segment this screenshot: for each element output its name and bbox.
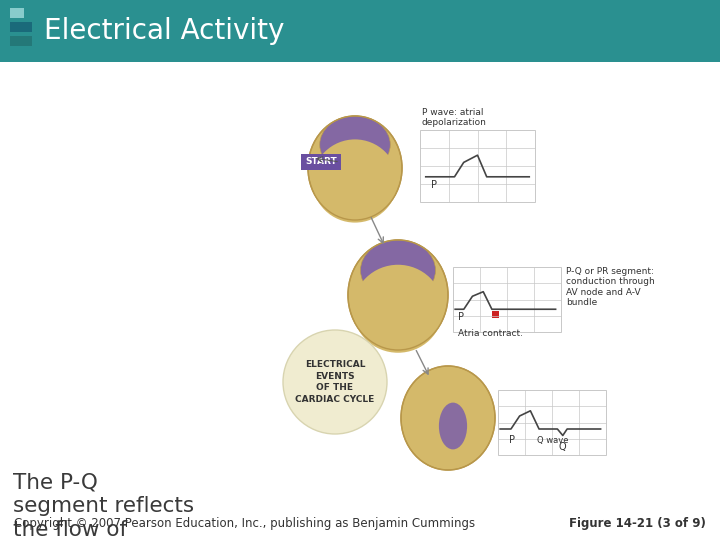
Ellipse shape xyxy=(348,240,448,350)
Ellipse shape xyxy=(320,116,390,173)
Text: P: P xyxy=(431,180,438,190)
Bar xyxy=(492,311,500,318)
Text: The P-Q
segment reflects
the flow of
current along the
interventricular
septum v: The P-Q segment reflects the flow of cur… xyxy=(13,472,199,540)
Bar xyxy=(10,22,32,32)
Text: START: START xyxy=(305,158,337,166)
Text: P-Q or PR segment:
conduction through
AV node and A-V
bundle: P-Q or PR segment: conduction through AV… xyxy=(566,267,654,307)
Text: Q wave: Q wave xyxy=(537,436,568,446)
Text: Copyright © 2007 Pearson Education, Inc., publishing as Benjamin Cummings: Copyright © 2007 Pearson Education, Inc.… xyxy=(14,517,475,530)
Circle shape xyxy=(283,330,387,434)
Text: ELECTRICAL
EVENTS
OF THE
CARDIAC CYCLE: ELECTRICAL EVENTS OF THE CARDIAC CYCLE xyxy=(295,360,374,404)
Ellipse shape xyxy=(353,265,443,353)
Ellipse shape xyxy=(312,139,397,222)
Bar xyxy=(498,390,606,455)
Text: Figure 14-21 (3 of 9): Figure 14-21 (3 of 9) xyxy=(569,517,706,530)
Text: P: P xyxy=(459,312,464,322)
Ellipse shape xyxy=(439,403,467,449)
Bar xyxy=(453,267,561,332)
FancyBboxPatch shape xyxy=(301,154,341,170)
Bar xyxy=(10,36,32,46)
Text: Atria contract.: Atria contract. xyxy=(458,329,523,338)
Bar xyxy=(420,130,535,202)
Ellipse shape xyxy=(401,366,495,470)
Bar xyxy=(10,8,24,18)
Ellipse shape xyxy=(308,116,402,220)
Ellipse shape xyxy=(361,240,436,300)
Text: P wave: atrial
depolarization: P wave: atrial depolarization xyxy=(422,107,487,127)
Text: Q: Q xyxy=(559,442,566,452)
Bar xyxy=(0,0,720,62)
Text: Electrical Activity: Electrical Activity xyxy=(44,17,284,45)
Text: P: P xyxy=(509,435,515,445)
